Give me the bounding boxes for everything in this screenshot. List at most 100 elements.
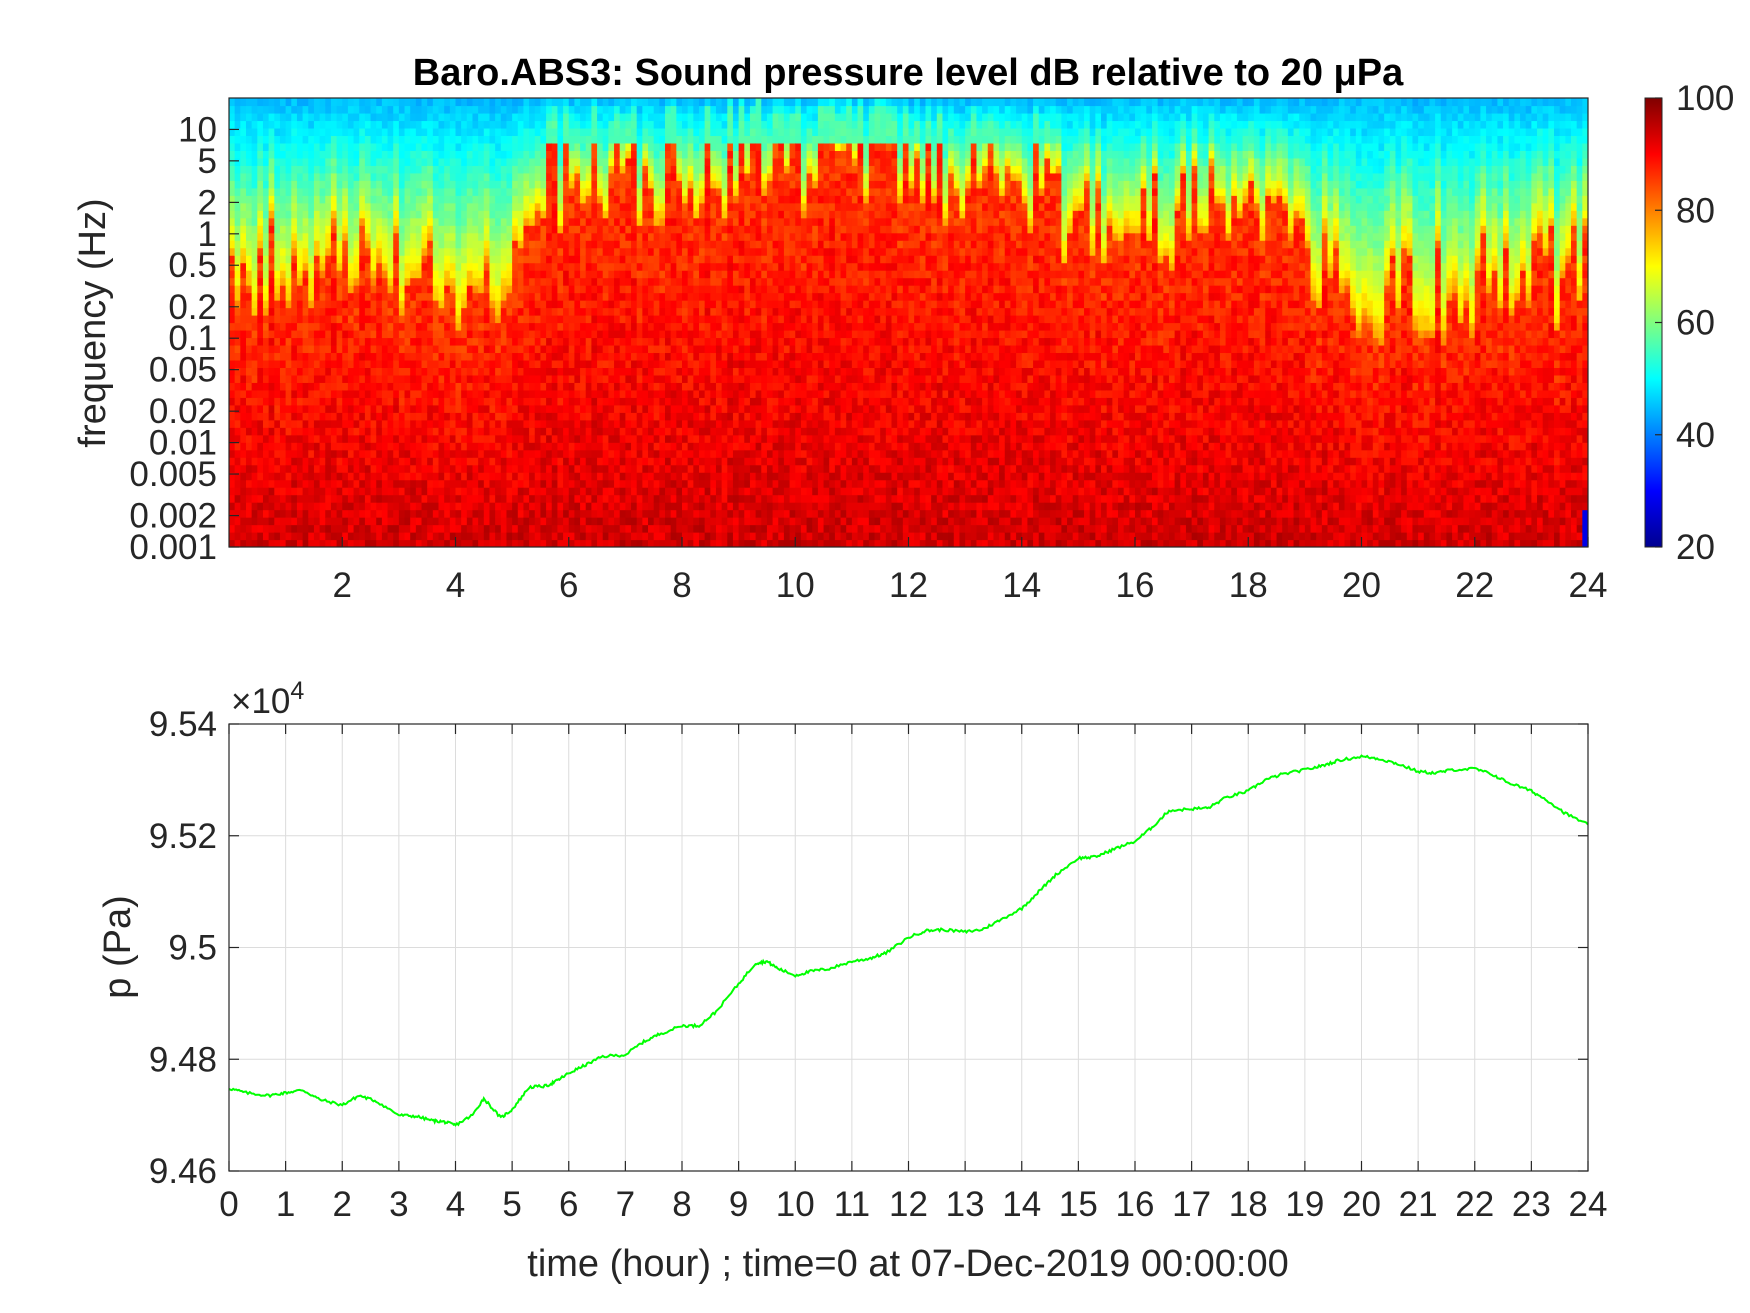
spectrogram-cell [342,120,349,129]
spectrogram-cell [534,180,542,189]
spectrogram-cell [438,412,445,421]
spectrogram-cell [546,98,553,107]
spectrogram-cell [659,487,666,496]
spectrogram-cell [421,285,428,294]
spectrogram-cell [444,532,451,541]
spectrogram-cell [313,419,321,428]
spectrogram-cell [387,344,394,354]
spectrogram-cell [602,449,609,458]
spectrogram-cell [415,240,423,249]
spectrogram-cell [455,270,462,279]
spectrogram-cell [648,307,655,316]
spectrogram-cell [319,157,326,166]
spectrogram-cell [506,210,513,219]
spectrogram-cell [347,524,355,533]
spectrogram-cell [308,225,315,234]
spectrogram-cell [529,225,536,234]
spectrogram-cell [591,225,598,234]
spectrogram-cell [421,157,428,166]
spectrogram-cell [529,449,536,458]
spectrogram-cell [353,172,360,181]
spectrogram-cell [534,517,542,526]
spectrogram-cell [376,127,383,137]
spectrogram-cell [517,532,525,541]
spectrogram-cell [262,434,270,443]
spectrogram-cell [676,374,683,383]
spectrogram-cell [229,367,236,376]
spectrogram-cell [534,434,542,443]
spectrogram-cell [534,120,542,129]
spectrogram-cell [682,419,689,428]
spectrogram-cell [291,464,298,473]
spectrogram-cell [347,127,355,137]
spectrogram-cell [364,329,372,339]
spectrogram-cell [659,105,666,114]
spectrogram-cell [268,105,275,114]
spectrogram-cell [676,98,683,107]
spectrogram-cell [568,232,576,241]
spectrogram-cell [302,225,309,234]
spectrogram-cell [557,329,564,339]
spectrogram-cell [330,195,338,204]
spectrogram-cell [523,352,530,361]
spectrogram-cell [687,322,694,331]
spectrogram-cell [398,494,406,503]
spectrogram-cell [466,210,474,219]
spectrogram-cell [325,457,332,466]
spectrogram-cell [415,367,423,376]
spectrogram-cell [534,352,542,361]
spectrogram-cell [506,307,513,316]
spectrogram-cell [529,247,536,256]
spectrogram-cell [387,135,394,144]
spectrogram-cell [642,449,649,458]
spectrogram-cell [682,98,689,107]
spectrogram-cell [653,374,660,383]
spectrogram-cell [268,479,275,488]
spectrogram-cell [563,240,570,249]
spectrogram-cell [500,165,508,174]
spectrogram-cell [540,509,547,518]
spectrogram-cell [268,172,275,181]
spectrogram-cell [574,524,581,533]
spectrogram-cell [506,292,513,301]
spectrogram-cell [364,210,372,219]
spectrogram-cell [483,165,491,174]
spectrogram-cell [563,352,570,361]
spectrogram-cell [546,419,553,428]
spectrogram-cell [336,472,343,481]
spectrogram-cell [353,277,360,286]
spectrogram-cell [240,150,247,159]
spectrogram-cell [665,367,672,376]
spectrogram-cell [285,180,292,189]
spectrogram-cell [472,217,479,226]
spectrogram-cell [472,180,479,189]
spectrogram-cell [614,285,621,294]
spectrogram-cell [687,419,694,428]
spectrogram-cell [546,397,553,406]
spectrogram-cell [444,165,451,174]
spectrogram-cell [659,150,666,159]
spectrogram-cell [444,98,451,107]
spectrogram-cell [614,270,621,279]
spectrogram-cell [557,352,564,361]
spectrogram-cell [506,232,513,241]
spectrogram-cell [404,142,411,151]
spectrogram-cell [631,427,638,436]
spectrogram-cell [240,165,247,174]
spectrogram-cell [370,202,377,211]
spectrogram-cell [279,367,287,376]
spectrogram-cell [376,292,383,301]
spectrogram-cell [512,187,519,196]
spectrogram-cell [500,532,508,541]
spectrogram-cell [444,307,451,316]
spectrogram-cell [580,247,587,256]
spectrogram-cell [625,382,632,391]
spectrogram-cell [347,142,355,151]
spectrogram-cell [619,337,626,346]
spectrogram-cell [636,300,643,309]
spectrogram-cell [393,165,400,174]
spectrogram-cell [410,434,417,443]
spectrogram-cell [506,187,513,196]
spectrogram-cell [313,524,321,533]
spectrogram-cell [359,157,366,166]
